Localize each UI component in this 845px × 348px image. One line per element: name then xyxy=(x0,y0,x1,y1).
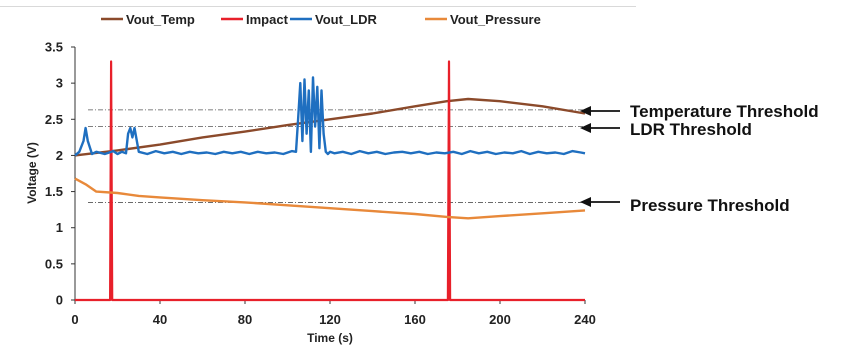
x-tick-label: 240 xyxy=(574,312,596,327)
axes xyxy=(74,47,585,301)
y-axis-title: Voltage (V) xyxy=(25,142,39,204)
annotation-label: Pressure Threshold xyxy=(630,196,790,215)
series-line-vout-ldr xyxy=(74,76,586,157)
x-axis-title: Time (s) xyxy=(307,331,353,345)
legend-label: Impact xyxy=(246,12,289,27)
x-tick-label: 0 xyxy=(71,312,78,327)
x-tick-label: 160 xyxy=(404,312,426,327)
y-ticks: 0 0.5 1 1.5 2 2.5 3 3.5 xyxy=(45,40,75,308)
annotation-label: LDR Threshold xyxy=(630,120,752,139)
legend-label: Vout_LDR xyxy=(315,12,377,27)
x-tick-label: 120 xyxy=(319,312,341,327)
annotation-arrow-head xyxy=(580,123,591,133)
y-tick-label: 3.5 xyxy=(45,40,63,55)
x-tick-label: 80 xyxy=(238,312,252,327)
x-tick-label: 40 xyxy=(153,312,167,327)
y-tick-label: 1.5 xyxy=(45,184,63,199)
threshold-lines xyxy=(88,109,583,203)
y-tick-label: 2.5 xyxy=(45,112,63,127)
legend: Vout_Temp Impact Vout_LDR Vout_Pressure xyxy=(101,12,541,27)
y-tick-label: 3 xyxy=(56,76,63,91)
legend-label: Vout_Pressure xyxy=(450,12,541,27)
y-tick-label: 0.5 xyxy=(45,256,63,271)
y-tick-label: 2 xyxy=(56,148,63,163)
y-tick-label: 1 xyxy=(56,220,63,235)
series-line-vout-pressure xyxy=(74,177,586,220)
annotation-label: Temperature Threshold xyxy=(630,102,819,121)
series-group xyxy=(74,60,586,302)
annotation-arrow-head xyxy=(580,197,591,207)
x-ticks: 0 40 80 120 160 200 240 xyxy=(71,300,596,327)
x-tick-label: 200 xyxy=(489,312,511,327)
annotation-arrow-head xyxy=(580,106,591,116)
series-line-impact xyxy=(75,60,585,302)
series-line-vout-temp xyxy=(74,97,586,157)
legend-label: Vout_Temp xyxy=(126,12,195,27)
y-tick-label: 0 xyxy=(56,293,63,308)
